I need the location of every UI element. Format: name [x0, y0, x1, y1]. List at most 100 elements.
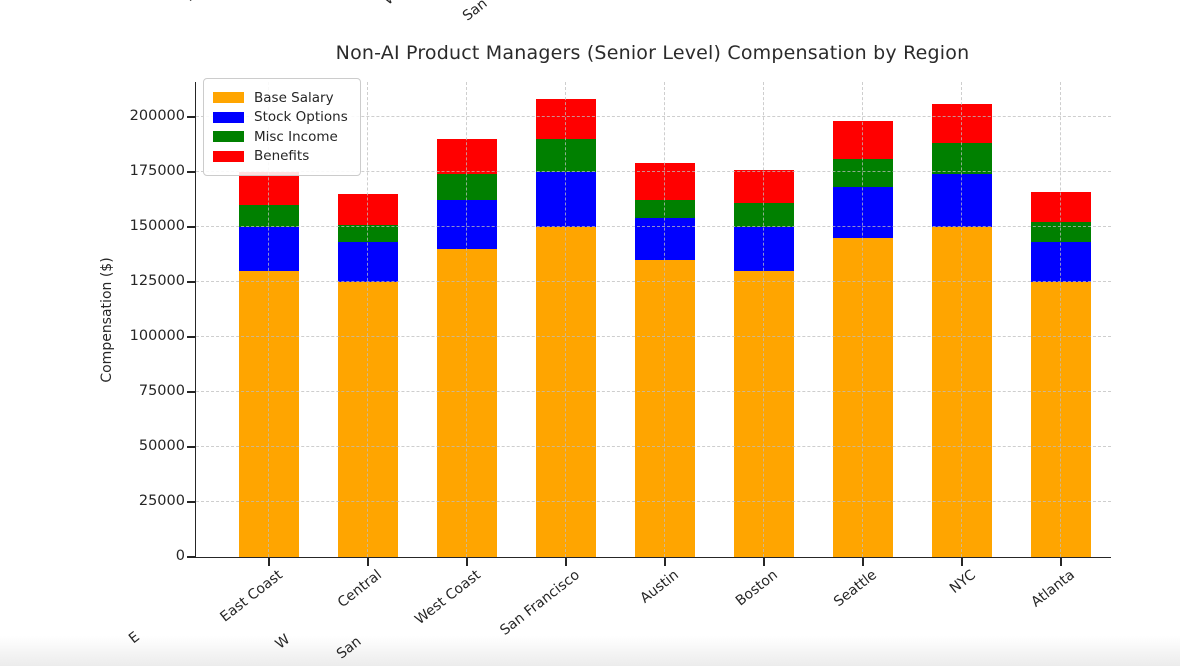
y-tick-label: 75000 [138, 382, 185, 399]
bar-west-coast [437, 138, 497, 557]
bar-san-francisco [536, 99, 596, 557]
y-tick-mark [187, 225, 195, 228]
bar-segment-stock-options [338, 242, 398, 282]
bar-segment-benefits [338, 193, 398, 225]
bar-segment-misc-income [932, 143, 992, 175]
x-tick-label: East Coast [217, 567, 286, 626]
y-tick-mark [187, 500, 195, 503]
legend-swatch [213, 150, 244, 162]
bar-segment-misc-income [437, 174, 497, 201]
bar-segment-benefits [932, 103, 992, 144]
bar-segment-stock-options [734, 226, 794, 271]
bar-segment-stock-options [833, 187, 893, 238]
y-tick-label: 150000 [129, 217, 185, 234]
bar-segment-stock-options [932, 174, 992, 227]
legend-label: Misc Income [254, 128, 338, 145]
bar-segment-misc-income [1031, 222, 1091, 243]
legend-item: Misc Income [213, 129, 348, 145]
bar-segment-base-salary [932, 226, 992, 557]
x-tick-label: Central [334, 567, 385, 611]
bar-boston [734, 169, 794, 557]
x-tick-mark [862, 558, 864, 566]
y-tick-mark [187, 335, 195, 338]
bar-segment-misc-income [635, 200, 695, 219]
legend-label: Stock Options [254, 109, 348, 125]
edge-fragment-top: W [381, 0, 402, 9]
x-tick-mark [367, 558, 369, 566]
x-tick-mark [268, 558, 270, 566]
bar-atlanta [1031, 191, 1091, 557]
bar-segment-misc-income [734, 202, 794, 227]
x-tick-label: Atlanta [1028, 567, 1078, 611]
bar-segment-stock-options [239, 226, 299, 271]
bar-segment-base-salary [833, 237, 893, 557]
bar-segment-misc-income [338, 224, 398, 243]
x-tick-label: San Francisco [497, 567, 583, 639]
bar-austin [635, 163, 695, 557]
y-tick-label: 100000 [129, 327, 185, 344]
y-tick-mark [187, 280, 195, 283]
bar-segment-benefits [437, 138, 497, 175]
x-tick-label: Austin [637, 567, 682, 607]
edge-fragment-top: E [182, 0, 199, 5]
y-tick-label: 200000 [129, 107, 185, 124]
bar-seattle [833, 121, 893, 557]
bar-segment-stock-options [536, 171, 596, 227]
legend: Base Salary Stock Options Misc Income Benef… [203, 78, 361, 176]
x-tick-mark [664, 558, 666, 566]
bar-segment-misc-income [536, 138, 596, 172]
bar-nyc [932, 103, 992, 557]
bar-segment-stock-options [635, 218, 695, 260]
legend-swatch [213, 111, 244, 123]
bar-segment-stock-options [437, 200, 497, 249]
bar-segment-base-salary [1031, 281, 1091, 557]
bar-segment-base-salary [239, 270, 299, 557]
y-tick-mark [187, 390, 195, 393]
bar-segment-benefits [536, 99, 596, 139]
bar-segment-benefits [734, 169, 794, 203]
y-tick-label: 0 [175, 548, 185, 564]
x-tick-mark [961, 558, 963, 566]
y-tick-label: 25000 [138, 492, 185, 509]
x-tick-label: Seattle [830, 567, 880, 611]
bar-segment-benefits [1031, 191, 1091, 223]
bar-segment-benefits [833, 121, 893, 159]
x-tick-mark [565, 558, 567, 566]
x-tick-label: Boston [732, 567, 781, 610]
y-tick-mark [187, 170, 195, 173]
x-tick-mark [763, 558, 765, 566]
y-tick-label: 50000 [138, 437, 185, 454]
x-tick-mark [1060, 558, 1062, 566]
bar-segment-base-salary [536, 226, 596, 557]
y-tick-label: 175000 [129, 162, 185, 179]
legend-item: Benefits [213, 148, 348, 164]
bar-east-coast [239, 171, 299, 557]
bar-segment-benefits [239, 171, 299, 205]
legend-item: Stock Options [213, 109, 348, 125]
y-tick-mark [187, 445, 195, 448]
bar-segment-misc-income [239, 204, 299, 227]
edge-fragment-top: San [459, 0, 491, 25]
bar-segment-base-salary [635, 259, 695, 557]
page-bottom-fade [0, 636, 1180, 666]
legend-label: Base Salary [254, 89, 334, 106]
x-tick-mark [466, 558, 468, 566]
chart-title: Non-AI Product Managers (Senior Level) C… [335, 42, 970, 64]
y-tick-label: 125000 [129, 272, 185, 289]
bar-segment-misc-income [833, 158, 893, 188]
x-tick-label: West Coast [412, 567, 484, 628]
legend-swatch [213, 92, 244, 103]
bar-segment-stock-options [1031, 242, 1091, 282]
bar-segment-base-salary [437, 248, 497, 557]
bar-segment-base-salary [338, 281, 398, 557]
legend-item: Base Salary [213, 90, 348, 106]
bar-segment-base-salary [734, 270, 794, 557]
y-tick-mark [187, 115, 195, 118]
bar-central [338, 193, 398, 557]
bar-segment-benefits [635, 163, 695, 201]
legend-label: Benefits [254, 148, 310, 164]
legend-swatch [213, 131, 244, 142]
y-tick-mark [187, 556, 195, 558]
x-tick-label: NYC [946, 567, 979, 597]
